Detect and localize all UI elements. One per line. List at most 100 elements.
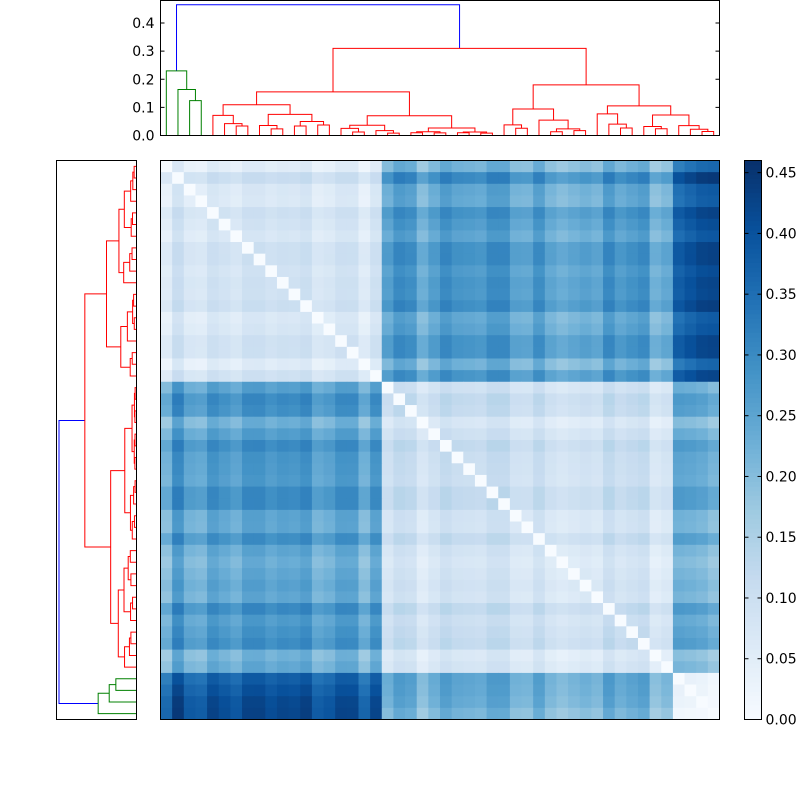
heatmap-cell — [440, 183, 453, 196]
heatmap-cell — [544, 242, 557, 255]
heatmap-cell — [218, 253, 231, 266]
heatmap-cell — [195, 172, 208, 185]
heatmap-cell — [160, 346, 173, 359]
heatmap-cell — [521, 509, 534, 522]
heatmap-cell — [463, 521, 476, 534]
heatmap-cell — [335, 276, 348, 290]
heatmap-cell — [649, 614, 662, 627]
heatmap-cell — [521, 451, 534, 464]
heatmap-cell — [172, 521, 185, 534]
heatmap-cell — [218, 626, 231, 639]
heatmap-cell — [358, 288, 371, 301]
heatmap-cell — [463, 253, 476, 266]
heatmap-cell — [614, 568, 627, 581]
heatmap-cell — [440, 381, 453, 394]
heatmap-cell — [311, 253, 324, 266]
heatmap-cell — [568, 637, 581, 651]
heatmap-cell — [521, 358, 534, 371]
heatmap-cell — [544, 311, 557, 324]
heatmap-cell — [207, 183, 220, 196]
heatmap-cell — [218, 498, 231, 511]
heatmap-cell — [637, 474, 651, 487]
heatmap-cell — [358, 521, 371, 534]
heatmap-cell — [300, 405, 313, 418]
heatmap-cell — [707, 311, 720, 324]
heatmap-cell — [661, 242, 674, 255]
heatmap-cell — [428, 556, 441, 569]
heatmap-cell — [381, 230, 394, 243]
dendrogram-link — [375, 130, 394, 136]
colorbar-segment — [744, 179, 762, 185]
heatmap-cell — [707, 195, 720, 208]
heatmap-cell — [637, 300, 651, 313]
heatmap-cell — [370, 544, 383, 557]
heatmap-cell — [474, 265, 487, 278]
heatmap-cell — [637, 428, 651, 441]
heatmap-cell — [207, 370, 220, 383]
heatmap-cell — [556, 230, 569, 243]
heatmap-cell — [661, 451, 674, 464]
heatmap-cell — [440, 242, 453, 255]
colorbar-segment — [744, 658, 762, 665]
heatmap-cell — [637, 579, 651, 592]
heatmap-cell — [300, 346, 313, 359]
colorbar-segment — [744, 337, 762, 343]
heatmap-cell — [160, 300, 173, 313]
heatmap-cell — [440, 626, 453, 639]
heatmap-cell — [195, 603, 208, 616]
heatmap-cell — [521, 533, 534, 546]
heatmap-cell — [672, 672, 685, 685]
heatmap-cell — [509, 172, 522, 185]
heatmap-cell — [579, 416, 592, 429]
heatmap-cell — [393, 568, 406, 581]
heatmap-cell — [626, 568, 639, 581]
heatmap-cell — [440, 440, 453, 453]
heatmap-cell — [172, 498, 185, 511]
heatmap-cell — [370, 195, 383, 208]
heatmap-cell — [603, 381, 616, 394]
heatmap-cell — [183, 498, 196, 511]
heatmap-cell — [416, 707, 429, 720]
heatmap-cell — [661, 637, 674, 651]
heatmap-cell — [335, 218, 348, 231]
heatmap-cell — [428, 172, 441, 185]
heatmap-cell — [265, 486, 278, 499]
heatmap-cell — [311, 416, 324, 429]
heatmap-cell — [207, 265, 220, 278]
heatmap-cell — [218, 463, 231, 476]
heatmap-cell — [218, 521, 231, 534]
dendrogram-link — [480, 132, 493, 136]
heatmap-cell — [603, 637, 616, 651]
colorbar-segment — [744, 565, 762, 571]
heatmap-cell — [672, 393, 685, 406]
heatmap-cell — [579, 265, 592, 278]
heatmap-cell — [614, 474, 627, 487]
heatmap-cell — [428, 707, 441, 720]
heatmap-cell — [207, 242, 220, 255]
heatmap-cell — [533, 183, 546, 196]
heatmap-cell — [218, 416, 231, 429]
heatmap-cell — [440, 568, 453, 581]
heatmap-cell — [311, 311, 324, 324]
heatmap-cell — [311, 276, 324, 290]
heatmap-cell — [684, 276, 697, 290]
heatmap-cell — [183, 451, 196, 464]
heatmap-cell — [323, 603, 336, 616]
heatmap-cell — [637, 416, 651, 429]
heatmap-cell — [661, 498, 674, 511]
heatmap-cell — [358, 568, 371, 581]
heatmap-cell — [591, 451, 604, 464]
heatmap-cell — [509, 474, 522, 487]
heatmap-cell — [311, 579, 324, 592]
heatmap-cell — [393, 556, 406, 569]
heatmap-cell — [521, 486, 534, 499]
heatmap-cell — [288, 463, 301, 476]
colorbar-segment — [744, 193, 762, 199]
heatmap-cell — [556, 637, 569, 651]
heatmap-cell — [428, 603, 441, 616]
heatmap-cell — [358, 265, 371, 278]
heatmap-cell — [358, 242, 371, 255]
heatmap-cell — [300, 672, 313, 685]
heatmap-cell — [440, 428, 453, 441]
colorbar-segment — [744, 290, 762, 297]
